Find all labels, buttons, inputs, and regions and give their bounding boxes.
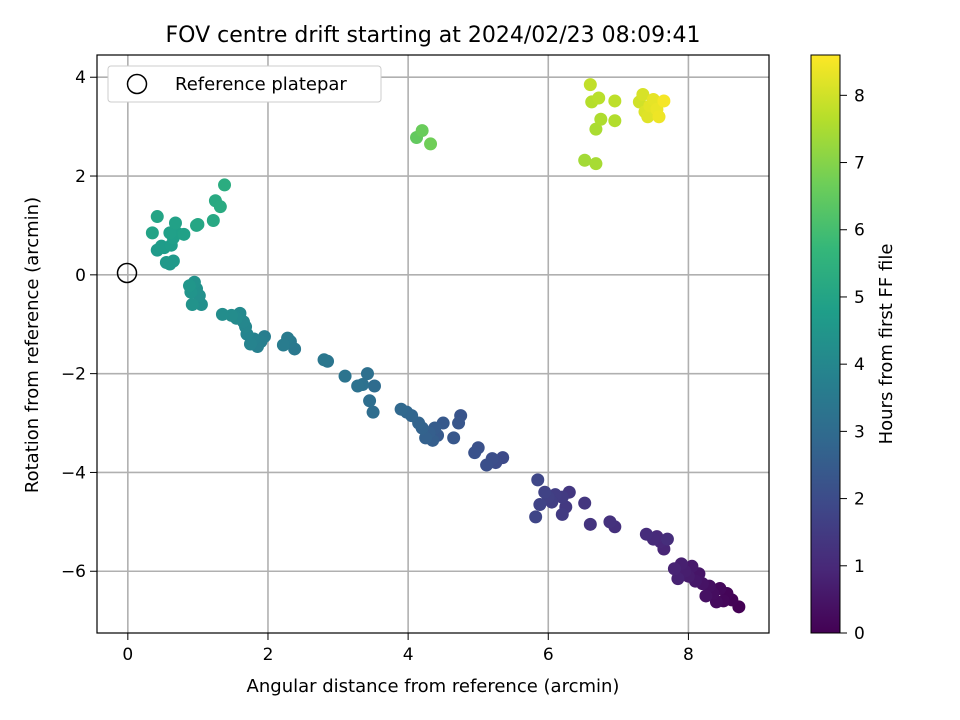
data-point: [699, 589, 713, 603]
x-axis-label: Angular distance from reference (arcmin): [247, 676, 620, 697]
legend-label: Reference platepar: [175, 74, 347, 95]
data-point: [360, 367, 374, 381]
colorbar-tick-label: 6: [854, 221, 865, 241]
data-point: [608, 114, 622, 128]
data-point: [159, 255, 173, 269]
colorbar-tick-label: 4: [854, 355, 865, 375]
data-point: [468, 446, 482, 460]
colorbar-tick-label: 8: [854, 86, 865, 106]
colorbar-frame: [810, 54, 841, 634]
data-point: [583, 78, 597, 92]
data-point: [608, 94, 622, 108]
chart-title: FOV centre drift starting at 2024/02/23 …: [166, 23, 701, 48]
x-axis-ticks: 0 2 4 6 8: [122, 633, 694, 665]
data-point: [589, 122, 603, 136]
data-point: [185, 297, 199, 311]
data-point: [213, 200, 227, 214]
data-point: [182, 279, 196, 293]
reference-marker: [116, 262, 138, 284]
legend-marker-open-circle: [126, 73, 148, 95]
colorbar-label: Hours from first FF file: [876, 244, 897, 445]
y-tick-label: 2: [75, 167, 86, 187]
data-point: [424, 137, 438, 151]
y-tick-label: 4: [75, 68, 86, 88]
data-point: [660, 532, 674, 546]
data-point: [531, 473, 545, 487]
colorbar-ticks: 0 1 2 3 4 5 6 7 8: [840, 86, 865, 644]
data-point: [317, 353, 331, 367]
data-point: [667, 562, 681, 576]
x-tick-label: 8: [683, 645, 694, 665]
colorbar-tick-label: 5: [854, 288, 865, 308]
data-point: [641, 110, 655, 124]
data-point: [215, 307, 229, 321]
x-tick-label: 6: [543, 645, 554, 665]
data-point: [177, 227, 191, 241]
x-tick-label: 4: [403, 645, 414, 665]
y-tick-label: −4: [61, 463, 86, 483]
data-point: [589, 157, 603, 171]
data-point: [538, 485, 552, 499]
data-point: [363, 394, 377, 408]
data-point: [168, 216, 182, 230]
data-point: [447, 431, 461, 445]
colorbar-tick-label: 0: [854, 624, 865, 644]
data-points: [145, 78, 746, 614]
data-point: [191, 217, 205, 231]
data-point: [366, 405, 380, 419]
data-point: [480, 458, 494, 472]
data-point: [603, 515, 617, 529]
y-tick-label: −2: [61, 365, 86, 385]
data-point: [578, 496, 592, 510]
data-point: [419, 431, 433, 445]
data-point: [145, 226, 159, 240]
data-point: [639, 527, 653, 541]
y-axis-ticks: −6 −4 −2 0 2 4: [61, 68, 97, 582]
colorbar-tick-label: 7: [854, 154, 865, 174]
data-point: [452, 416, 466, 430]
data-point: [594, 112, 608, 126]
data-point: [150, 210, 164, 224]
y-axis-label: Rotation from reference (arcmin): [22, 197, 43, 493]
data-point: [218, 178, 232, 192]
data-point: [671, 572, 685, 586]
data-point: [657, 94, 671, 108]
y-tick-label: 0: [75, 266, 86, 286]
x-tick-label: 2: [263, 645, 274, 665]
plot-frame: [96, 54, 770, 634]
data-point: [592, 91, 606, 105]
legend-box: [107, 65, 382, 103]
data-point: [578, 153, 592, 167]
data-point: [652, 110, 666, 124]
data-point: [555, 507, 569, 521]
data-point: [583, 517, 597, 531]
data-point: [338, 369, 352, 383]
data-point: [206, 213, 220, 227]
data-point: [529, 510, 543, 524]
x-tick-label: 0: [122, 645, 133, 665]
data-point: [394, 402, 408, 416]
legend: Reference platepar: [107, 65, 382, 103]
data-point: [276, 338, 290, 352]
data-point: [367, 379, 381, 393]
colorbar-tick-label: 1: [854, 557, 865, 577]
data-point: [533, 498, 547, 512]
data-point: [163, 226, 177, 240]
colorbar-gradient: [811, 55, 840, 633]
colorbar-tick-label: 3: [854, 422, 865, 442]
data-point: [351, 379, 365, 393]
data-point: [243, 337, 257, 351]
colorbar-tick-label: 2: [854, 490, 865, 510]
data-point: [646, 92, 660, 106]
data-point: [636, 88, 650, 102]
colorbar: 0 1 2 3 4 5 6 7 8 Hours from first FF file: [810, 54, 897, 644]
data-point: [415, 124, 429, 138]
y-tick-label: −6: [61, 562, 86, 582]
